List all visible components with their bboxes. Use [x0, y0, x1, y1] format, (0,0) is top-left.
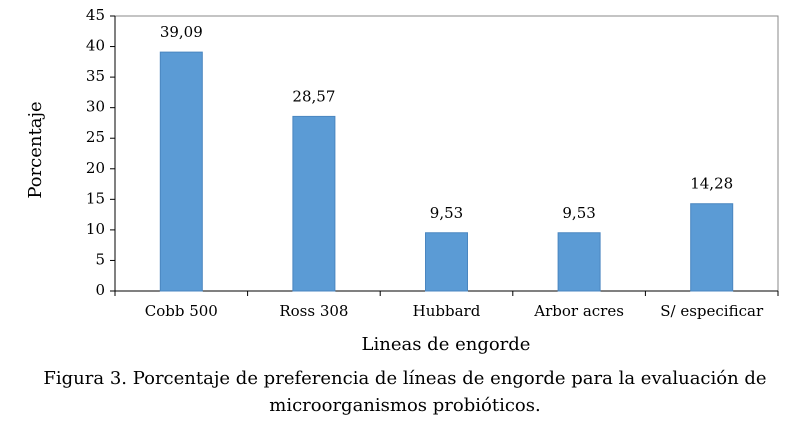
y-tick-label: 10 — [86, 220, 105, 238]
y-tick-label: 35 — [86, 67, 105, 85]
bar — [690, 203, 734, 292]
x-tick-label: Arbor acres — [533, 302, 624, 320]
x-tick-label: Cobb 500 — [145, 302, 218, 320]
y-tick-label: 15 — [86, 189, 105, 207]
x-axis-label: Lineas de engorde — [362, 334, 531, 355]
y-tick-label: 5 — [95, 250, 105, 268]
bar — [557, 232, 601, 292]
y-tick-label: 0 — [95, 281, 105, 299]
y-tick-label: 20 — [86, 159, 105, 177]
bar — [292, 115, 336, 292]
bar — [159, 51, 203, 292]
y-axis-label: Porcentaje — [25, 101, 46, 198]
caption-line: microorganismos probióticos. — [269, 395, 540, 416]
y-tick-label: 40 — [86, 37, 105, 55]
y-tick-label: 25 — [86, 128, 105, 146]
y-tick-label: 30 — [86, 98, 105, 116]
value-label: 28,57 — [292, 87, 335, 105]
value-label: 9,53 — [562, 204, 595, 222]
y-tick-label: 45 — [86, 6, 105, 24]
value-label: 39,09 — [160, 23, 203, 41]
x-tick-label: Ross 308 — [279, 302, 348, 320]
value-label: 14,28 — [690, 175, 733, 193]
bar — [425, 232, 468, 292]
x-tick-label: Hubbard — [413, 302, 481, 320]
caption-line: Figura 3. Porcentaje de preferencia de l… — [43, 368, 766, 389]
x-tick-label: S/ especificar — [660, 302, 764, 320]
value-label: 9,53 — [430, 204, 463, 222]
